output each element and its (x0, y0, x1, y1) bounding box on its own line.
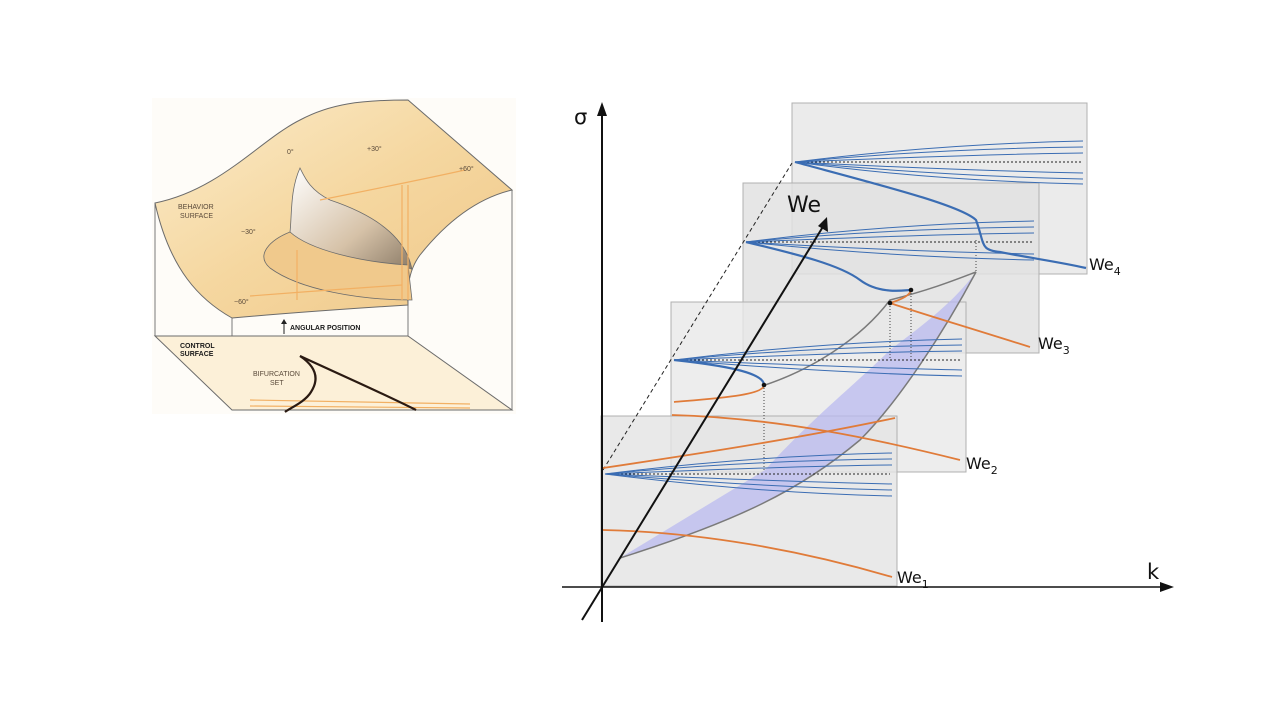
we2-label: We2 (966, 454, 998, 477)
orange-branch-we1 (602, 529, 893, 578)
orange-branch-we3 (889, 302, 1031, 348)
angle-label-plus30: +30° (367, 145, 382, 153)
trajectory-lines (249, 169, 471, 409)
angle-label-0: 0° (287, 148, 294, 156)
we-axis-label: We (787, 193, 821, 218)
control-label-1: CONTROL (180, 343, 215, 350)
angular-arrowhead (281, 319, 287, 324)
control-label-2: SURFACE (180, 351, 214, 358)
bifurcation-label-2: SET (270, 380, 284, 387)
blue-branch-we3 (745, 240, 912, 292)
fold-points (761, 287, 914, 388)
orange-branch-we2 (671, 414, 961, 461)
we-axis-arrowhead (818, 217, 828, 232)
fan-lines-we2 (673, 338, 963, 377)
fan-lines-we4 (794, 140, 1084, 185)
k-axis-arrowhead (1160, 582, 1174, 592)
horizontal-dashed-lines (605, 161, 1083, 475)
orange-branch-we1-upper (602, 417, 896, 469)
bifurcation-curve-left (284, 355, 317, 413)
lower-fold (263, 231, 413, 301)
angle-label-minus60: −60° (234, 298, 249, 306)
bifurcation-curve-right (299, 355, 417, 411)
angle-label-minus30: −30° (241, 228, 256, 236)
we3-label: We3 (1038, 334, 1070, 357)
k-axis-label: k (1147, 560, 1160, 584)
orange-branch-we2-fold (673, 384, 765, 403)
we-axis (581, 224, 825, 621)
sigma-axis-arrowhead (597, 102, 607, 116)
behavior-label-1: BEHAVIOR (178, 204, 214, 211)
fan-lines-we1 (604, 452, 893, 497)
fan-lines-we3 (745, 220, 1035, 261)
orange-branches (602, 289, 1031, 578)
vertical-dotted-lines (763, 240, 977, 472)
sigma-axis-label: σ (574, 105, 587, 129)
angle-label-plus60: +60° (459, 165, 474, 173)
behavior-label-2: SURFACE (180, 213, 213, 220)
we1-label: We1 (897, 568, 929, 591)
we4-label: We4 (1089, 255, 1121, 278)
angular-position-label: ANGULAR POSITION (290, 325, 360, 332)
blue-branch-we4 (794, 160, 1087, 270)
control-surface (153, 335, 514, 411)
fold-curve-lower (619, 271, 977, 559)
bifurcation-label-1: BIFURCATION (253, 371, 300, 378)
